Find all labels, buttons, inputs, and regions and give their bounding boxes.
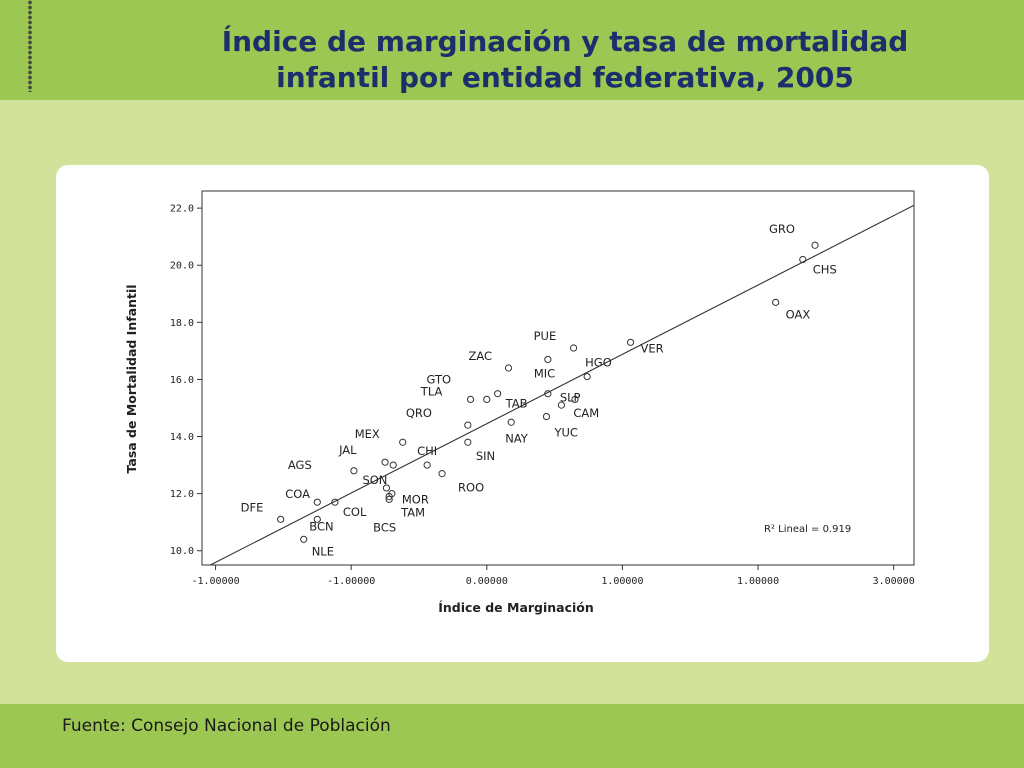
slide-title: Índice de marginación y tasa de mortalid… — [150, 24, 980, 96]
fit-line — [209, 204, 914, 565]
point-label: ZAC — [468, 349, 492, 363]
point-label: NLE — [312, 544, 334, 558]
point-label: MOR — [402, 493, 429, 507]
y-tick-label: 16.0 — [170, 375, 194, 386]
point-label: PUE — [534, 329, 557, 343]
point-label: CHS — [813, 263, 837, 277]
header-band — [0, 0, 1024, 100]
data-point — [583, 372, 591, 381]
point-label: GTO — [427, 372, 452, 386]
data-point — [799, 255, 807, 264]
data-point — [382, 484, 391, 492]
r2-label: R² Lineal = 0.919 — [764, 524, 851, 535]
data-point — [542, 412, 551, 421]
point-label: NAY — [505, 431, 529, 445]
axes: 10.0 12.0 14.0 16.0 18.0 20.0 22.0 -1.00000 -1.0… — [170, 190, 915, 587]
y-tick-label: 18.0 — [170, 318, 194, 329]
data-point — [626, 338, 635, 346]
x-axis-title: Índice de Marginación — [438, 600, 594, 615]
point-label: COA — [285, 487, 310, 501]
dotted-decoration — [26, 0, 34, 92]
data-point — [300, 535, 308, 543]
data-point — [350, 467, 358, 475]
point-label: OAX — [786, 307, 811, 321]
point-label: COL — [343, 505, 367, 519]
data-point — [399, 438, 407, 446]
point-label: CAM — [573, 406, 599, 420]
point-label: CHI — [417, 444, 437, 458]
point-label: BCN — [309, 519, 333, 533]
point-label: YUC — [553, 426, 577, 440]
point-label: VER — [641, 341, 664, 355]
data-point — [811, 241, 819, 249]
footer-band — [0, 704, 1024, 768]
point-label: TAM — [400, 505, 425, 519]
y-tick-label: 20.0 — [170, 261, 194, 272]
x-tick-label: 1.00000 — [737, 576, 779, 587]
data-point — [466, 395, 475, 404]
x-tick-label: 0.00000 — [466, 576, 508, 587]
y-tick-label: 14.0 — [170, 432, 194, 443]
chart-panel: 10.0 12.0 14.0 16.0 18.0 20.0 22.0 -1.00000 -1.0… — [56, 165, 989, 662]
data-point — [571, 395, 579, 404]
data-point — [772, 298, 780, 306]
point-label: JAL — [338, 443, 357, 457]
point-label: GRO — [769, 222, 795, 236]
point-label: SLP — [560, 391, 581, 405]
data-point — [423, 461, 431, 469]
point-label: DFE — [241, 500, 264, 514]
data-point — [464, 421, 472, 429]
point-label: AGS — [288, 458, 312, 472]
point-label: MEX — [355, 427, 380, 441]
data-point — [507, 418, 515, 426]
point-label: SON — [362, 473, 387, 487]
y-tick-label: 12.0 — [170, 489, 194, 500]
point-label: QRO — [406, 406, 432, 420]
data-point — [389, 461, 397, 469]
point-label: BCS — [373, 520, 396, 534]
data-point — [557, 401, 565, 409]
point-label: ROO — [458, 481, 484, 495]
data-point — [438, 470, 446, 478]
point-label: TAB — [505, 397, 528, 411]
data-point — [544, 355, 552, 364]
data-point — [313, 515, 321, 523]
data-point — [313, 498, 321, 506]
data-point — [385, 492, 393, 501]
data-point — [494, 390, 502, 398]
y-axis-title: Tasa de Mortalidad Infantil — [124, 284, 139, 473]
points — [277, 241, 819, 543]
point-label: MIC — [534, 366, 555, 380]
plot-frame — [201, 190, 915, 566]
data-point — [331, 498, 339, 506]
point-label: TLA — [420, 384, 443, 398]
x-tick-label: 3.00000 — [873, 576, 915, 587]
y-tick-label: 10.0 — [170, 546, 194, 557]
data-point — [464, 438, 472, 446]
data-point — [483, 395, 491, 404]
data-point — [277, 515, 285, 523]
y-tick-label: 22.0 — [170, 204, 194, 215]
data-point — [569, 344, 578, 352]
slide-title-line-1: Índice de marginación y tasa de mortalid… — [221, 25, 909, 58]
source-note: Fuente: Consejo Nacional de Población — [62, 716, 391, 736]
fit-line-group — [209, 204, 914, 565]
data-point — [381, 458, 389, 466]
scatter-chart: 10.0 12.0 14.0 16.0 18.0 20.0 22.0 -1.00000 -1.0… — [124, 190, 915, 615]
data-point — [504, 364, 513, 372]
x-tick-label: -1.00000 — [191, 576, 239, 587]
data-point — [544, 390, 552, 398]
slide-title-line-2: infantil por entidad federativa, 2005 — [276, 61, 854, 94]
point-label: HGO — [585, 356, 612, 370]
x-tick-label: -1.00000 — [327, 576, 375, 587]
x-tick-label: 1.00000 — [601, 576, 643, 587]
data-point — [385, 495, 393, 503]
point-label: SIN — [476, 449, 495, 463]
